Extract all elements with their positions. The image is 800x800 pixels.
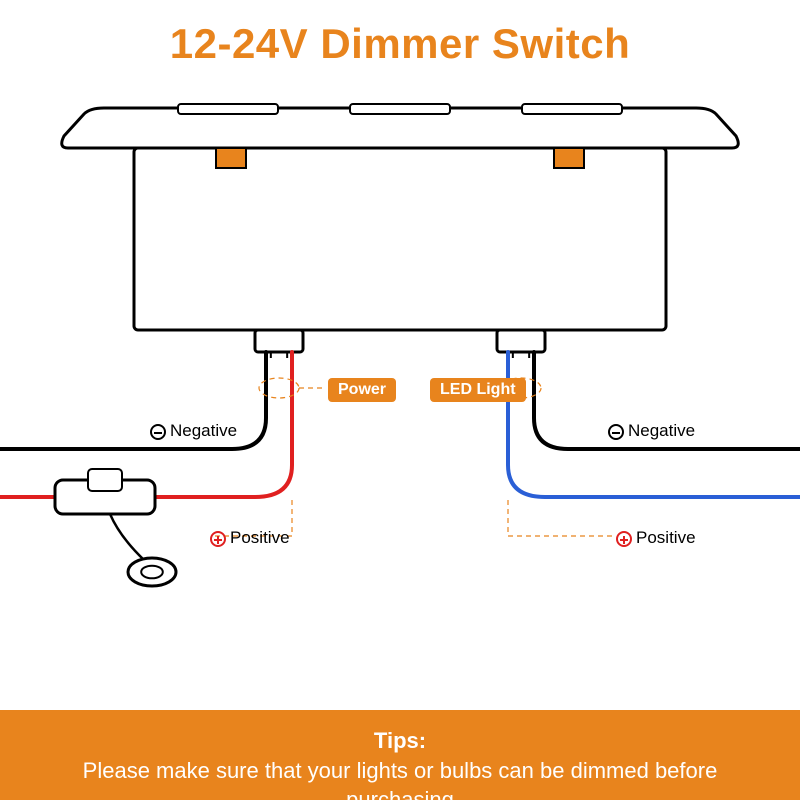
tips-bar: Tips: Please make sure that your lights … <box>0 710 800 800</box>
device-button-1 <box>178 104 278 114</box>
device-button-2 <box>350 104 450 114</box>
led_pos-leader <box>508 500 612 536</box>
fuse-window <box>88 469 122 491</box>
diagram-canvas: 12-24V Dimmer Switch Power LED Light Neg… <box>0 0 800 800</box>
mount-clip-1 <box>216 148 246 168</box>
plus-icon <box>210 531 226 547</box>
minus-icon <box>150 424 166 440</box>
minus-icon <box>608 424 624 440</box>
led-negative-label: Negative <box>608 421 695 441</box>
label-text: Negative <box>628 421 695 440</box>
mount-clip-2 <box>554 148 584 168</box>
led-terminal <box>497 330 545 352</box>
power-terminal <box>255 330 303 352</box>
tips-label: Tips: <box>374 726 426 756</box>
label-text: Positive <box>636 528 696 547</box>
fuse-cap <box>128 558 176 586</box>
device-body <box>134 148 666 330</box>
power-positive-label: Positive <box>210 528 290 548</box>
power-negative-label: Negative <box>150 421 237 441</box>
label-text: Positive <box>230 528 290 547</box>
led-light-badge: LED Light <box>430 378 526 402</box>
fuse-cap-tether <box>110 514 144 560</box>
power-badge: Power <box>328 378 396 402</box>
tips-text: Please make sure that your lights or bul… <box>40 756 760 800</box>
led-positive-label: Positive <box>616 528 696 548</box>
device-button-3 <box>522 104 622 114</box>
diagram-svg <box>0 0 800 800</box>
label-text: Negative <box>170 421 237 440</box>
plus-icon <box>616 531 632 547</box>
